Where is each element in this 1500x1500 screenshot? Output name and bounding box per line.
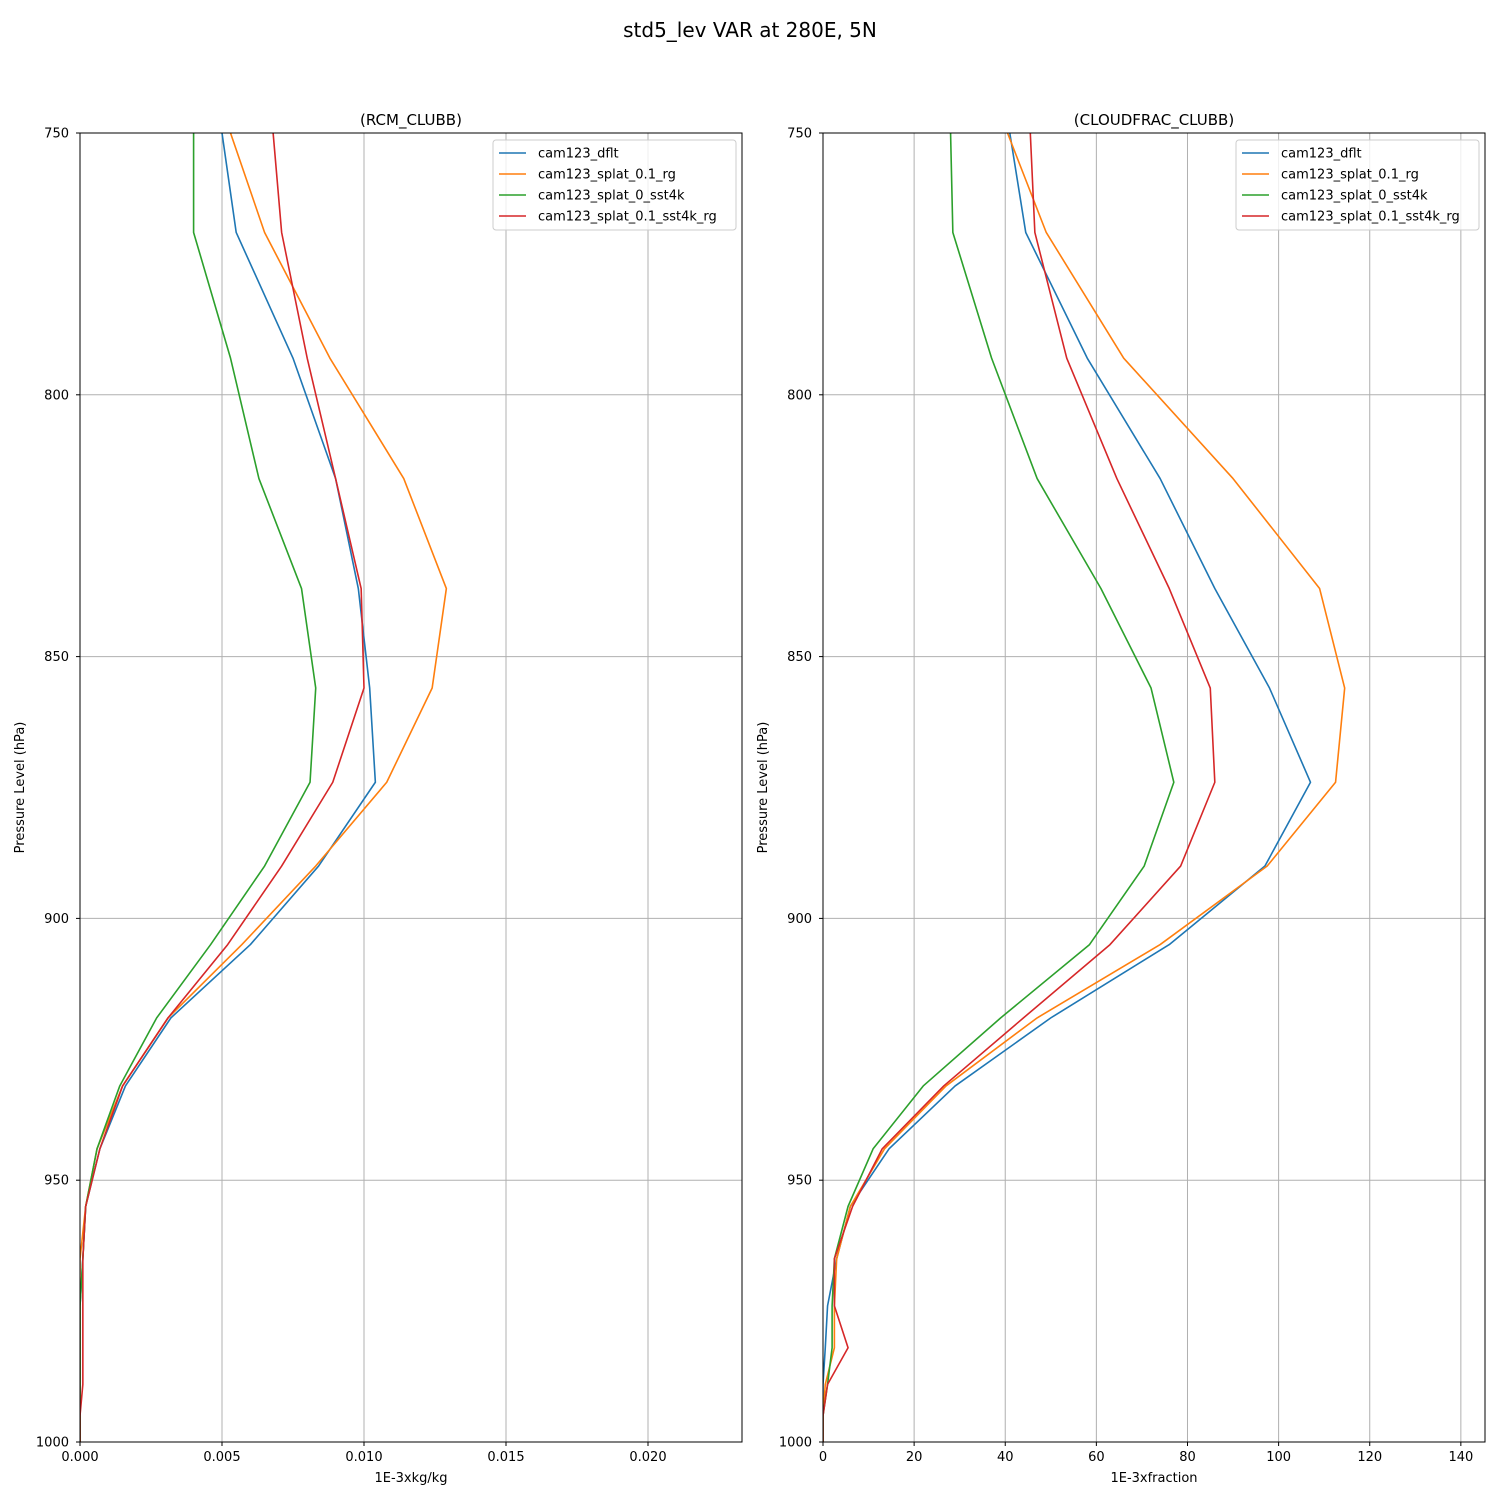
x-tick-label: 100 — [1266, 1450, 1291, 1465]
right-plot-cloudfrac-clubb: 0 20 40 60 80 100 120 140 750 800 850 900 950 1000 (CL… — [756, 111, 1486, 1486]
y-tick-label: 800 — [787, 388, 812, 403]
x-tick-label: 80 — [1179, 1450, 1196, 1465]
series-line-cam123-dflt — [823, 133, 1312, 1442]
figure-title: std5_lev VAR at 280E, 5N — [623, 18, 877, 42]
series-line-cam123-splat-0-1-rg — [80, 133, 448, 1442]
legend-label-cam123-splat-0-1-rg: cam123_splat_0.1_rg — [538, 168, 676, 183]
series-line-cam123-splat-0-1-sst4k-rg — [823, 133, 1216, 1442]
x-tick-label: 0.010 — [345, 1450, 382, 1465]
axes-frame — [822, 132, 1486, 1443]
x-axis-label: 1E-3xkg/kg — [374, 1471, 447, 1486]
x-tick-label: 120 — [1357, 1450, 1382, 1465]
y-tick-label: 900 — [787, 912, 812, 927]
x-tick-label: 140 — [1448, 1450, 1473, 1465]
legend-label-cam123-splat-0-1-sst4k-rg: cam123_splat_0.1_sst4k_rg — [1281, 210, 1460, 225]
x-tick-label: 0.020 — [629, 1450, 666, 1465]
legend-label-cam123-splat-0-1-sst4k-rg: cam123_splat_0.1_sst4k_rg — [538, 210, 717, 225]
y-tick-label: 1000 — [36, 1436, 69, 1451]
x-tick-label: 20 — [906, 1450, 923, 1465]
legend-box — [492, 139, 737, 231]
y-tick-label: 1000 — [779, 1436, 812, 1451]
y-tick-label: 900 — [44, 912, 69, 927]
series-line-cam123-splat-0-1-sst4k-rg — [80, 133, 365, 1442]
x-tick-label: 0 — [819, 1450, 827, 1465]
y-axis-label: Pressure Level (hPa) — [756, 722, 771, 854]
series-line-cam123-splat-0-1-rg — [823, 133, 1346, 1442]
legend-label-cam123-splat-0-sst4k: cam123_splat_0_sst4k — [1281, 189, 1428, 204]
legend-box — [1235, 139, 1480, 231]
x-tick-label: 60 — [1088, 1450, 1105, 1465]
legend-label-cam123-dflt: cam123_dflt — [538, 147, 619, 162]
left-plot-rcm-clubb: 0.000 0.005 0.010 0.015 0.020 750 800 850 900 950… — [13, 111, 743, 1486]
y-axis-label: Pressure Level (hPa) — [13, 722, 28, 854]
y-tick-label: 750 — [787, 127, 812, 142]
x-axis-label: 1E-3xfraction — [1110, 1471, 1197, 1486]
y-tick-label: 950 — [787, 1174, 812, 1189]
x-tick-label: 0.005 — [203, 1450, 240, 1465]
legend-label-cam123-dflt: cam123_dflt — [1281, 147, 1362, 162]
legend-label-cam123-splat-0-1-rg: cam123_splat_0.1_rg — [1281, 168, 1419, 183]
y-tick-label: 800 — [44, 388, 69, 403]
axes-frame — [79, 132, 743, 1443]
y-tick-label: 850 — [787, 650, 812, 665]
legend: cam123_dflt cam123_splat_0.1_rg cam123_spl… — [1235, 139, 1480, 231]
subplot-title: (CLOUDFRAC_CLUBB) — [1074, 111, 1234, 130]
x-tick-label: 0.015 — [487, 1450, 524, 1465]
x-tick-label: 0.000 — [61, 1450, 98, 1465]
subplot-title: (RCM_CLUBB) — [360, 111, 462, 130]
legend-label-cam123-splat-0-sst4k: cam123_splat_0_sst4k — [538, 189, 685, 204]
series-line-cam123-dflt — [80, 133, 377, 1442]
y-tick-label: 850 — [44, 650, 69, 665]
series-line-cam123-splat-0-sst4k — [823, 133, 1175, 1442]
y-tick-label: 750 — [44, 127, 69, 142]
legend: cam123_dflt cam123_splat_0.1_rg cam123_spl… — [492, 139, 737, 231]
y-tick-label: 950 — [44, 1174, 69, 1189]
x-tick-label: 40 — [997, 1450, 1014, 1465]
series-line-cam123-splat-0-sst4k — [80, 133, 317, 1442]
